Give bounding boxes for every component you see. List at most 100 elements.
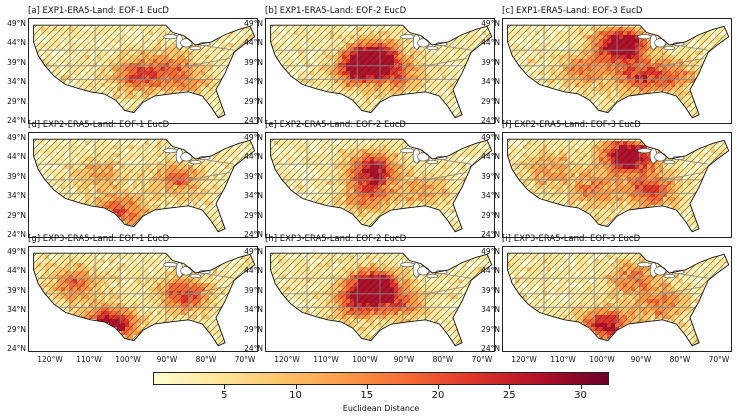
great-lake — [400, 148, 415, 154]
latitude-label: 44°N — [244, 152, 263, 162]
panel-title: [c] EXP1-ERA5-Land: EOF-3 EucD — [502, 6, 643, 16]
latitude-label: 39°N — [244, 57, 263, 67]
latitude-label: 24°N — [7, 116, 26, 125]
coastline — [507, 138, 730, 233]
map-panel: [g] EXP3-ERA5-Land: EOF-1 EucD 49°N 44°N 39… — [7, 234, 258, 364]
panel-title: [e] EXP2-ERA5-Land: EOF-2 EucD — [265, 120, 406, 130]
map-panel: [c] EXP1-ERA5-Land: EOF-3 EucD 49°N 44°N 39… — [481, 6, 732, 125]
map-frame — [28, 18, 258, 124]
latitude-label: 34°N — [244, 191, 263, 201]
state-borders — [512, 25, 709, 97]
coastline — [33, 138, 256, 233]
latitude-label: 44°N — [7, 152, 26, 162]
latitude-label: 49°N — [481, 133, 500, 142]
latitude-label: 39°N — [7, 171, 26, 181]
map-panel: [e] EXP2-ERA5-Land: EOF-2 EucD 49°N 44°N 39… — [244, 120, 495, 239]
latitude-label: 24°N — [244, 230, 263, 239]
great-lake — [180, 152, 193, 162]
latitude-label: 49°N — [244, 133, 263, 142]
map-frame — [28, 246, 258, 352]
state-border — [206, 159, 235, 165]
panel-title: [b] EXP1-ERA5-Land: EOF-2 EucD — [265, 6, 407, 16]
latitude-label: 34°N — [481, 77, 500, 87]
map-frame — [265, 132, 495, 238]
latitude-label: 49°N — [7, 19, 26, 28]
latitude-label: 49°N — [7, 133, 26, 142]
map-frame — [265, 18, 495, 124]
great-lake — [400, 34, 415, 40]
latitude-label: 29°N — [481, 210, 500, 220]
state-borders — [38, 25, 235, 97]
coastline — [33, 24, 256, 119]
latitude-label: 44°N — [7, 38, 26, 48]
great-lake — [417, 152, 430, 162]
choropleth-map — [33, 252, 256, 347]
coastline — [270, 24, 493, 119]
latitude-label: 39°N — [244, 171, 263, 181]
latitude-label: 29°N — [244, 210, 263, 220]
choropleth-map — [507, 24, 730, 119]
choropleth-map — [507, 138, 730, 233]
choropleth-map — [270, 24, 493, 119]
state-border — [425, 172, 467, 181]
state-border — [662, 172, 704, 181]
map-frame — [502, 18, 732, 124]
choropleth-map — [33, 138, 256, 233]
great-lake — [654, 38, 667, 48]
great-lake — [654, 152, 667, 162]
great-lake — [163, 34, 178, 40]
choropleth-map — [270, 138, 493, 233]
map-frame — [502, 132, 732, 238]
latitude-label: 34°N — [481, 191, 500, 201]
latitude-label: 44°N — [481, 152, 500, 162]
latitude-label: 29°N — [7, 96, 26, 106]
map-panel: [f] EXP2-ERA5-Land: EOF-3 EucD 49°N 44°N 39… — [481, 120, 732, 239]
state-border — [443, 45, 472, 51]
state-border — [680, 45, 709, 51]
state-border — [443, 159, 472, 165]
great-lake — [189, 46, 202, 51]
state-border — [680, 159, 709, 165]
latitude-label: 34°N — [7, 191, 26, 201]
great-lake — [189, 160, 202, 165]
latitude-label: 29°N — [481, 96, 500, 106]
latitude-label: 49°N — [481, 19, 500, 28]
great-lake — [426, 46, 439, 51]
great-lake — [663, 46, 676, 51]
latitude-label: 34°N — [7, 77, 26, 87]
great-lake — [163, 148, 178, 154]
panel-title: [a] EXP1-ERA5-Land: EOF-1 EucD — [28, 6, 169, 16]
coastline — [507, 24, 730, 119]
map-panel: [a] EXP1-ERA5-Land: EOF-1 EucD 49°N 44°N 39… — [7, 6, 258, 125]
state-border — [188, 172, 230, 181]
latitude-label: 49°N — [244, 19, 263, 28]
latitude-label: 29°N — [244, 96, 263, 106]
map-panel: [b] EXP1-ERA5-Land: EOF-2 EucD 49°N 44°N 39… — [244, 6, 495, 125]
latitude-label: 39°N — [481, 171, 500, 181]
great-lake — [637, 148, 652, 154]
panel-title: [d] EXP2-ERA5-Land: EOF-1 EucD — [28, 120, 170, 130]
state-borders — [512, 139, 709, 211]
latitude-label: 24°N — [481, 116, 500, 125]
state-border — [206, 45, 235, 51]
latitude-label: 34°N — [244, 77, 263, 87]
choropleth-map — [33, 24, 256, 119]
map-panel: [d] EXP2-ERA5-Land: EOF-1 EucD 49°N 44°N 39… — [7, 120, 258, 239]
latitude-label: 24°N — [7, 230, 26, 239]
great-lake — [426, 160, 439, 165]
panel-title: [f] EXP2-ERA5-Land: EOF-3 EucD — [502, 120, 641, 130]
latitude-label: 24°N — [481, 230, 500, 239]
latitude-label: 24°N — [244, 116, 263, 125]
great-lake — [417, 38, 430, 48]
great-lake — [180, 38, 193, 48]
panel-title: [g] EXP3-ERA5-Land: EOF-1 EucD — [28, 234, 170, 244]
latitude-label: 29°N — [7, 210, 26, 220]
great-lake — [637, 34, 652, 40]
latitude-label: 44°N — [481, 38, 500, 48]
great-lake — [663, 160, 676, 165]
state-borders — [38, 139, 235, 211]
latitude-label: 39°N — [7, 57, 26, 67]
coastline — [270, 138, 493, 233]
state-borders — [275, 139, 472, 211]
state-borders — [275, 25, 472, 97]
